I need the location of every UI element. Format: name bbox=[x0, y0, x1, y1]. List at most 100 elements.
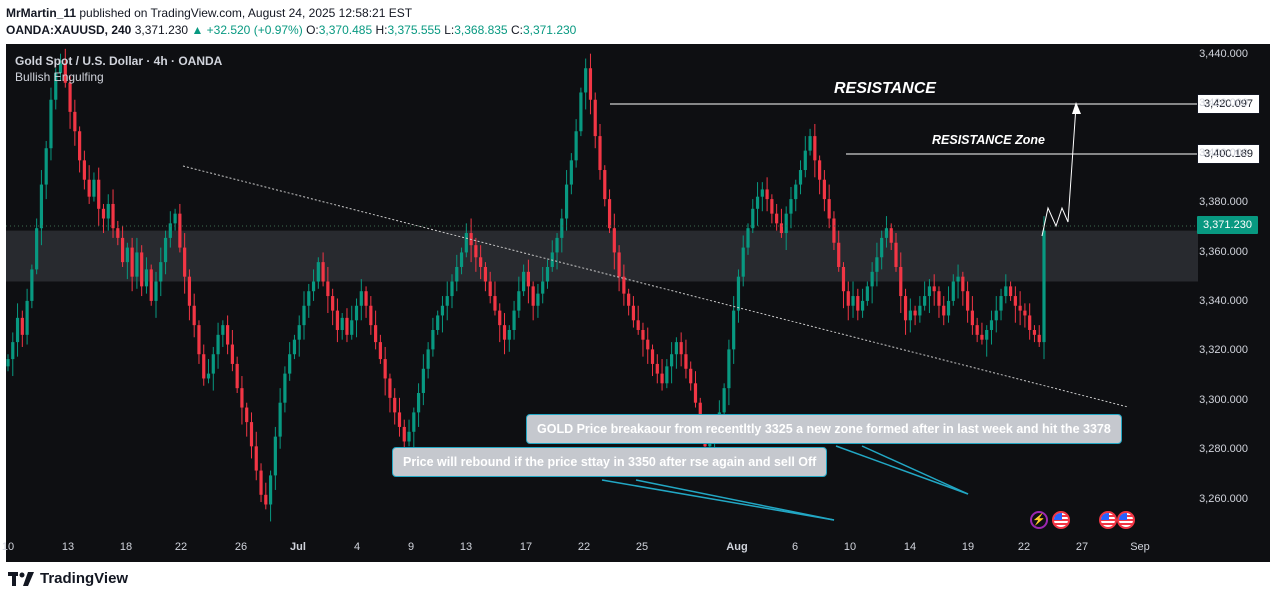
candle-body[interactable] bbox=[316, 262, 320, 282]
candle-body[interactable] bbox=[402, 426, 406, 442]
candle-body[interactable] bbox=[44, 148, 48, 185]
candle-body[interactable] bbox=[985, 329, 989, 340]
candle-body[interactable] bbox=[584, 68, 588, 93]
candle-body[interactable] bbox=[574, 131, 578, 161]
candle-body[interactable] bbox=[636, 320, 640, 330]
note-rebound[interactable]: Price will rebound if the price sttay in… bbox=[392, 447, 828, 477]
candle-body[interactable] bbox=[202, 354, 206, 379]
resistance-label[interactable]: RESISTANCE bbox=[834, 80, 936, 97]
candle-body[interactable] bbox=[393, 397, 397, 413]
candle-body[interactable] bbox=[302, 305, 306, 326]
candle-body[interactable] bbox=[755, 196, 760, 209]
candle-body[interactable] bbox=[73, 111, 77, 132]
candle-body[interactable] bbox=[192, 305, 196, 326]
candle-body[interactable] bbox=[994, 310, 998, 321]
candle-body[interactable] bbox=[416, 393, 421, 413]
candle-body[interactable] bbox=[798, 170, 803, 185]
candle-body[interactable] bbox=[92, 179, 96, 197]
candle-body[interactable] bbox=[946, 300, 951, 316]
candle-body[interactable] bbox=[775, 213, 779, 224]
candle-body[interactable] bbox=[30, 269, 34, 301]
candle-body[interactable] bbox=[278, 402, 282, 437]
candle-body[interactable] bbox=[579, 92, 583, 132]
candle-body[interactable] bbox=[359, 291, 363, 306]
candle-body[interactable] bbox=[727, 349, 731, 389]
candle-body[interactable] bbox=[841, 266, 846, 292]
candle-body[interactable] bbox=[68, 82, 72, 112]
candle-body[interactable] bbox=[875, 257, 879, 272]
candle-body[interactable] bbox=[765, 189, 769, 200]
candle-body[interactable] bbox=[541, 281, 545, 294]
candle-body[interactable] bbox=[354, 305, 359, 321]
candle-body[interactable] bbox=[97, 179, 101, 209]
chart-title[interactable]: Gold Spot / U.S. Dollar · 4h · OANDA bbox=[15, 54, 223, 68]
candle-body[interactable] bbox=[531, 286, 535, 306]
candle-body[interactable] bbox=[283, 373, 287, 403]
candle-body[interactable] bbox=[770, 199, 774, 214]
candle-body[interactable] bbox=[989, 320, 994, 330]
candle-body[interactable] bbox=[211, 354, 215, 374]
candle-body[interactable] bbox=[593, 99, 597, 137]
candle-body[interactable] bbox=[760, 189, 764, 197]
candle-body[interactable] bbox=[388, 378, 392, 398]
candle-body[interactable] bbox=[975, 325, 979, 335]
candle-body[interactable] bbox=[130, 247, 134, 277]
tradingview-logo-icon[interactable] bbox=[8, 571, 34, 586]
candle-body[interactable] bbox=[794, 184, 798, 200]
candle-body[interactable] bbox=[493, 296, 497, 311]
candle-body[interactable] bbox=[307, 291, 311, 306]
candle-body[interactable] bbox=[369, 305, 373, 326]
candle-body[interactable] bbox=[1028, 315, 1032, 330]
candle-body[interactable] bbox=[335, 310, 340, 330]
candle-body[interactable] bbox=[173, 213, 177, 224]
candle-body[interactable] bbox=[880, 237, 884, 258]
candle-body[interactable] bbox=[674, 342, 678, 355]
candle-body[interactable] bbox=[407, 431, 411, 442]
candle-body[interactable] bbox=[397, 412, 402, 427]
candle-body[interactable] bbox=[421, 368, 425, 394]
candle-body[interactable] bbox=[603, 170, 607, 200]
candle-body[interactable] bbox=[455, 266, 459, 282]
candle-body[interactable] bbox=[980, 334, 984, 340]
candle-body[interactable] bbox=[927, 286, 932, 297]
candle-body[interactable] bbox=[436, 315, 440, 330]
candle-body[interactable] bbox=[932, 286, 936, 292]
candle-body[interactable] bbox=[689, 368, 693, 384]
candle-body[interactable] bbox=[78, 131, 82, 161]
candle-body[interactable] bbox=[268, 475, 273, 505]
candle-body[interactable] bbox=[837, 242, 841, 267]
candle-body[interactable] bbox=[383, 359, 387, 379]
candle-body[interactable] bbox=[483, 266, 488, 282]
candle-body[interactable] bbox=[803, 150, 807, 171]
descending-trendline[interactable] bbox=[182, 165, 1129, 408]
candle-body[interactable] bbox=[650, 349, 655, 364]
candle-body[interactable] bbox=[918, 305, 922, 316]
candle-body[interactable] bbox=[908, 310, 912, 321]
candle-body[interactable] bbox=[326, 281, 330, 297]
candle-body[interactable] bbox=[693, 383, 698, 403]
candle-body[interactable] bbox=[722, 388, 726, 413]
candle-body[interactable] bbox=[183, 247, 187, 277]
candle-body[interactable] bbox=[35, 228, 39, 270]
candle-body[interactable] bbox=[149, 269, 153, 301]
lightning-icon[interactable]: ⚡ bbox=[1030, 511, 1048, 529]
candle-body[interactable] bbox=[15, 317, 20, 343]
candle-body[interactable] bbox=[631, 305, 636, 321]
candle-body[interactable] bbox=[101, 208, 106, 219]
candle-body[interactable] bbox=[832, 218, 836, 243]
indicator-label[interactable]: Bullish Engulfing bbox=[15, 70, 104, 84]
projection-arrow-path[interactable] bbox=[1041, 105, 1077, 237]
candle-body[interactable] bbox=[82, 160, 86, 180]
candle-body[interactable] bbox=[288, 354, 292, 374]
candle-body[interactable] bbox=[942, 305, 946, 316]
candle-body[interactable] bbox=[11, 342, 15, 360]
candle-body[interactable] bbox=[741, 247, 745, 277]
candle-body[interactable] bbox=[426, 349, 430, 369]
price-chart[interactable] bbox=[6, 44, 1270, 562]
candle-body[interactable] bbox=[913, 310, 917, 316]
candle-body[interactable] bbox=[1018, 305, 1022, 311]
candle-body[interactable] bbox=[311, 281, 316, 292]
candle-body[interactable] bbox=[221, 325, 225, 335]
candle-body[interactable] bbox=[431, 329, 435, 350]
candle-body[interactable] bbox=[116, 228, 120, 238]
